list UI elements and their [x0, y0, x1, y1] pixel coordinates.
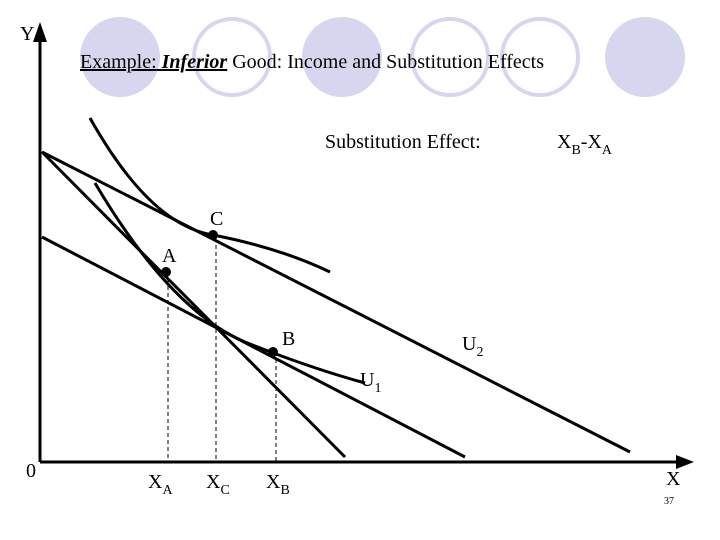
formula-sub: B	[571, 143, 580, 158]
curve-sub: 2	[476, 345, 483, 360]
formula-part: X	[557, 131, 572, 153]
y-arrow	[33, 22, 47, 42]
x-marker: XC	[206, 471, 230, 498]
point-label: C	[210, 208, 223, 230]
marker-sub: B	[280, 483, 289, 498]
formula-sub: A	[602, 143, 613, 158]
point-label: A	[162, 245, 177, 267]
curve-u1	[93, 182, 366, 385]
axes	[38, 40, 678, 464]
annotation-label: Substitution Effect:	[325, 131, 481, 153]
decor-circle	[605, 17, 685, 97]
origin-label: 0	[26, 460, 36, 482]
decor-circle	[192, 17, 272, 97]
budget-line	[41, 150, 631, 454]
title: Example: Inferior Good: Income and Subst…	[80, 51, 544, 73]
budget-line	[40, 150, 347, 459]
point-c	[208, 230, 218, 240]
budget-lines	[40, 150, 631, 459]
points	[161, 230, 278, 357]
point-label: B	[282, 328, 295, 350]
curve-label: U1	[360, 369, 381, 396]
title-emphasis: Inferior	[161, 51, 228, 73]
marker-base: X	[148, 471, 163, 493]
curve-base: U	[360, 369, 375, 391]
x-arrow	[676, 455, 694, 469]
decor-circle	[500, 17, 580, 97]
budget-line	[41, 235, 466, 459]
title-prefix: Example:	[80, 51, 157, 73]
dashed-guides	[167, 238, 277, 462]
page-number: 37	[664, 496, 674, 507]
title-rest: Good: Income and Substitution Effects	[232, 51, 544, 73]
decor-circle	[80, 17, 160, 97]
point-a	[161, 267, 171, 277]
decor-circle	[410, 17, 490, 97]
x-label: X	[666, 468, 681, 490]
marker-base: X	[206, 471, 221, 493]
decor-circles	[80, 17, 685, 97]
x-marker: XB	[266, 471, 290, 498]
marker-sub: A	[162, 483, 173, 498]
curve-sub: 1	[374, 381, 381, 396]
annotation-formula: XB-XA	[557, 131, 613, 158]
marker-sub: C	[220, 483, 229, 498]
y-label: Y	[20, 23, 34, 45]
marker-base: X	[266, 471, 281, 493]
decor-circle	[302, 17, 382, 97]
indifference-curves	[88, 117, 366, 385]
formula-part: -X	[581, 131, 603, 153]
curve-label: U2	[462, 333, 483, 360]
x-marker: XA	[148, 471, 173, 498]
point-b	[268, 347, 278, 357]
curve-base: U	[462, 333, 477, 355]
